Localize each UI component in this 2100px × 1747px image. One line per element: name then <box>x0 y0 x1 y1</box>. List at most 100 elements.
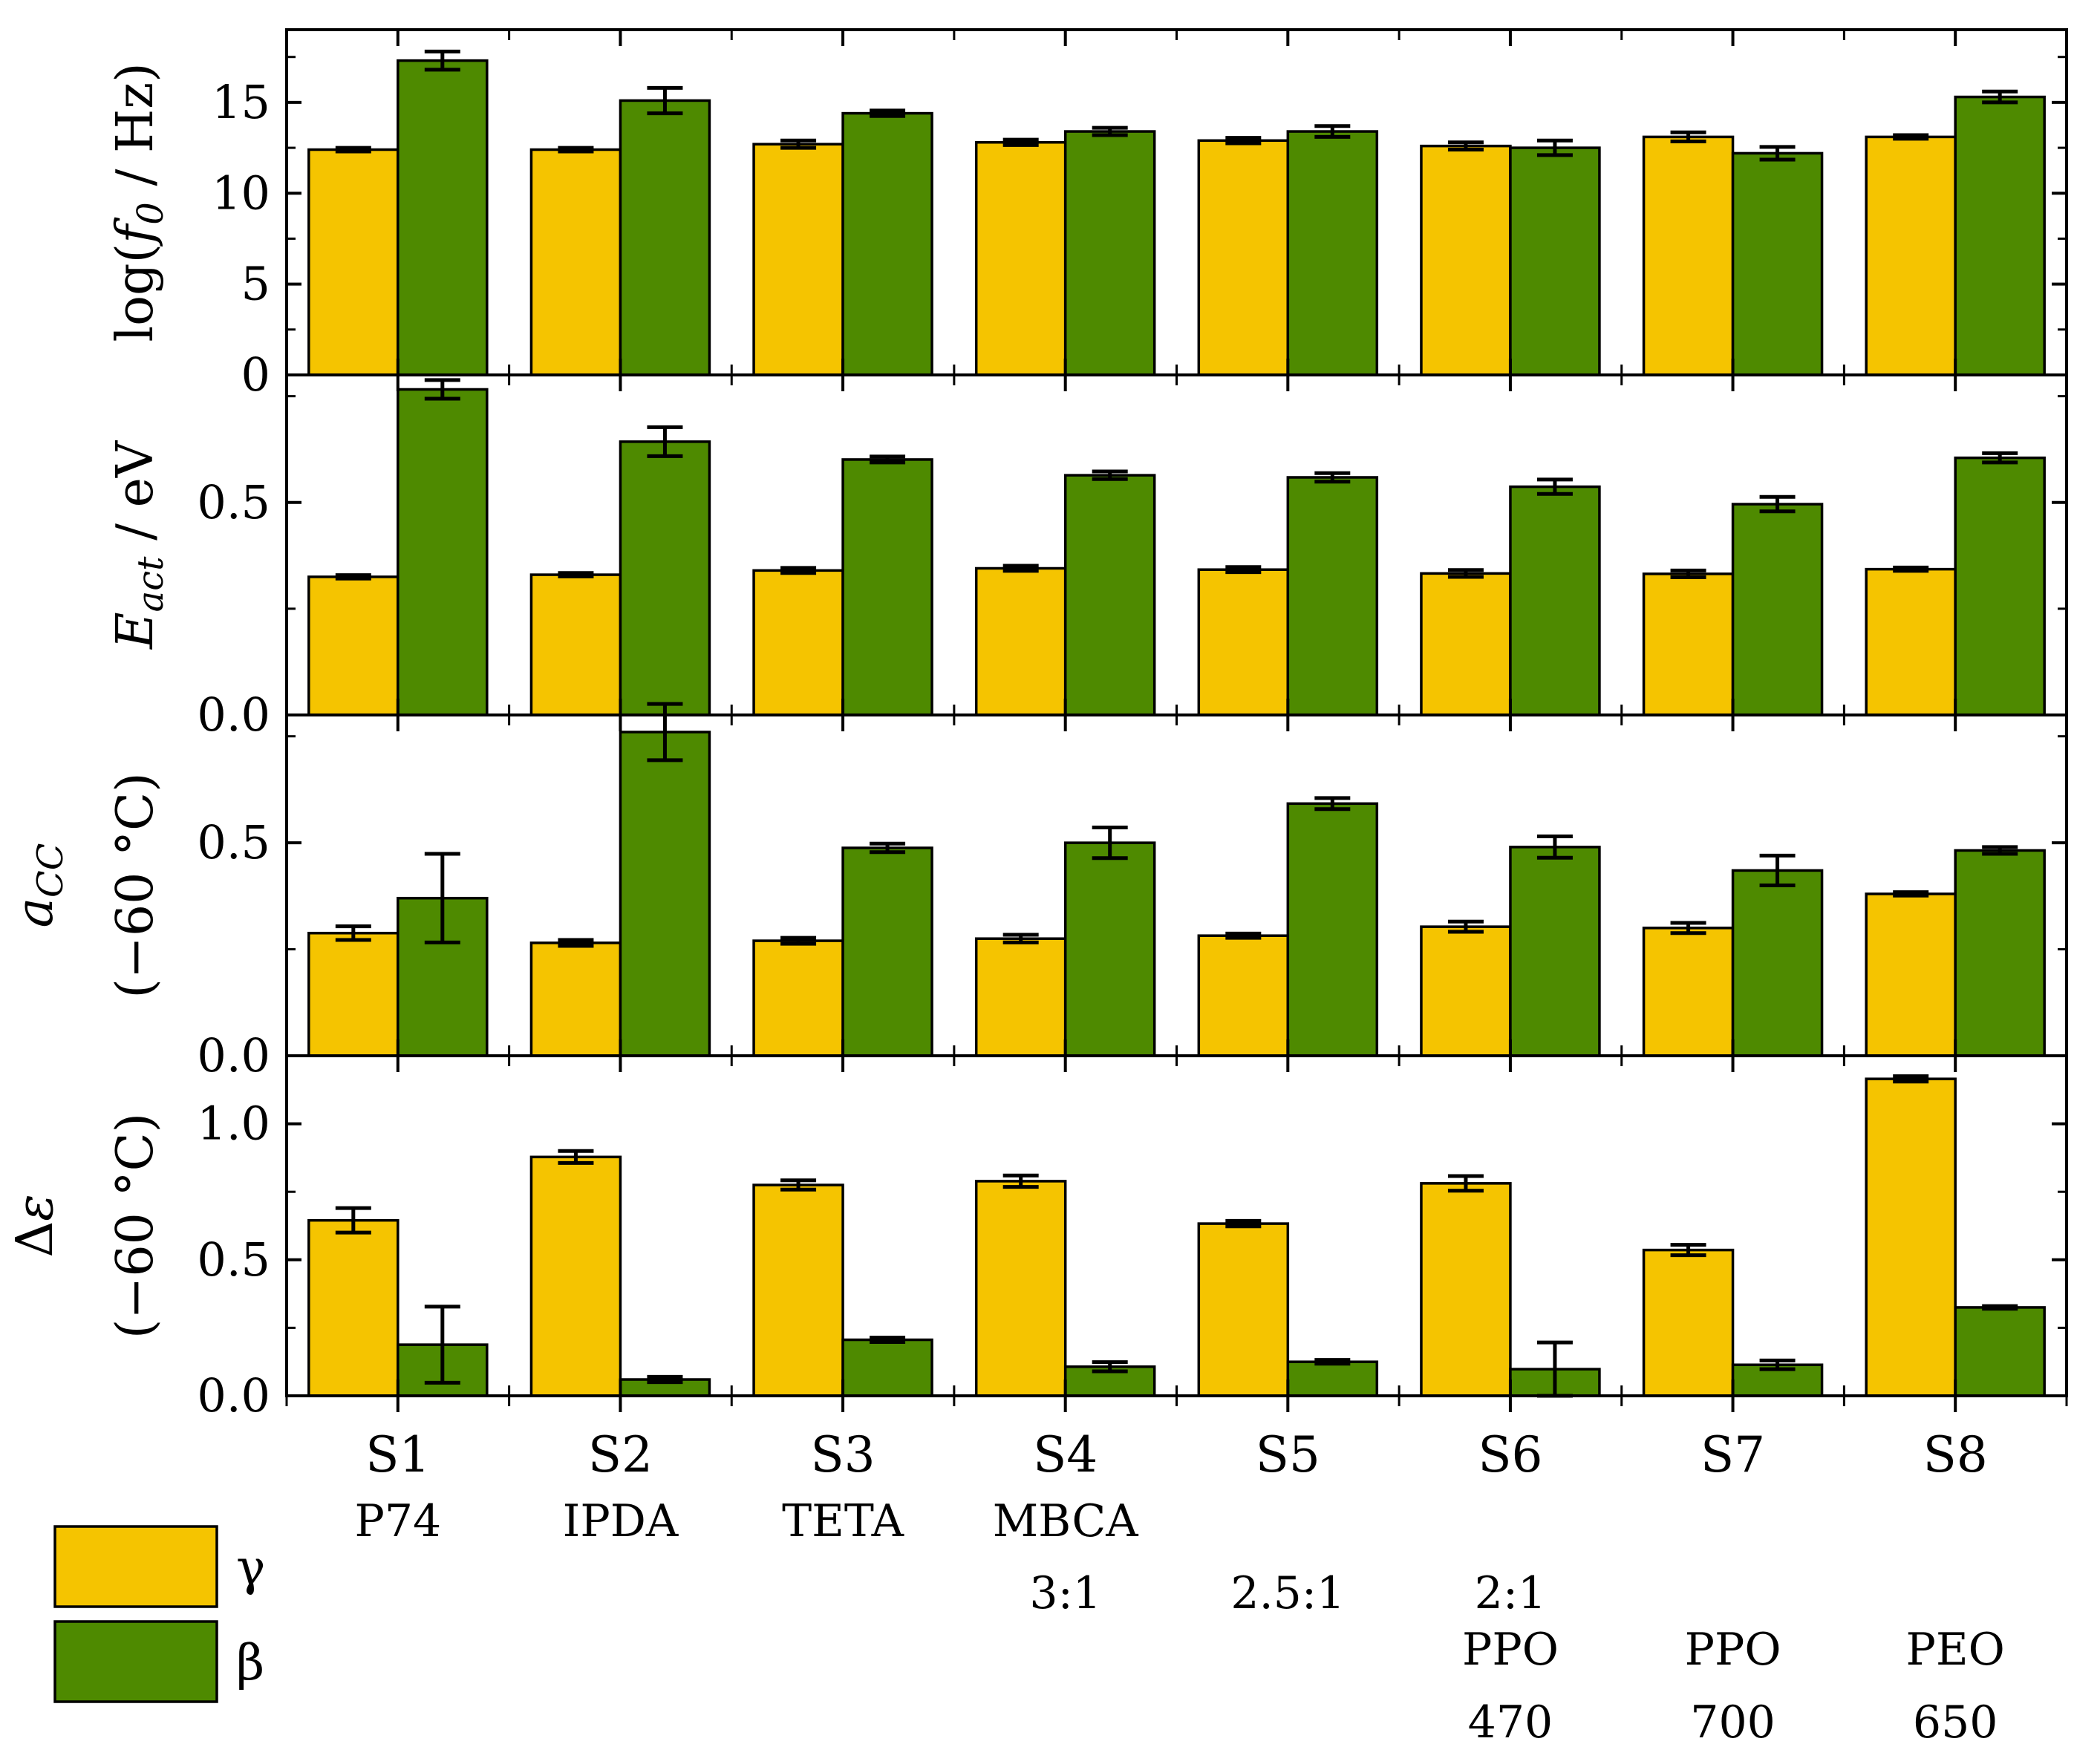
bar-delta-eps-S3-gamma <box>752 1183 844 1397</box>
bar-delta-eps-S1-gamma <box>307 1218 400 1397</box>
bar-log-f0-S5-beta <box>1286 130 1379 376</box>
ylabel-part-a-cc-1: CC <box>30 843 71 898</box>
xtick-label-S8: S8 <box>1923 1426 1988 1483</box>
bar-a-cc-S7-beta <box>1731 869 1824 1057</box>
sample-label-S3-0: TETA <box>782 1495 904 1547</box>
ytick-label-log-f0-0: 0 <box>241 347 270 402</box>
bar-a-cc-S1-gamma <box>307 932 400 1057</box>
bar-e-act-S7-beta <box>1731 503 1824 716</box>
ytick-label-delta-eps-2: 1.0 <box>197 1097 270 1151</box>
ytick-label-a-cc-0: 0.0 <box>197 1028 270 1083</box>
xtick-label-S1: S1 <box>365 1426 430 1483</box>
bar-log-f0-S8-gamma <box>1865 135 1957 376</box>
bar-a-cc-S5-gamma <box>1197 934 1290 1057</box>
ylabel-delta-eps: Δε <box>6 1194 65 1258</box>
bar-delta-eps-S7-gamma <box>1642 1248 1735 1397</box>
ylabel-part-a-cc-0: a <box>6 898 65 928</box>
bar-e-act-S8-gamma <box>1865 567 1957 716</box>
panel-a-cc: 0.0 0.5 aCC (−60 °C) <box>6 702 2068 1083</box>
bar-log-f0-S7-beta <box>1731 151 1824 376</box>
bar-e-act-S5-beta <box>1286 476 1379 716</box>
bar-a-cc-S4-gamma <box>974 937 1067 1057</box>
bar-e-act-S4-beta <box>1063 474 1156 716</box>
bar-log-f0-S4-beta <box>1063 130 1156 376</box>
bar-delta-eps-S8-gamma <box>1865 1077 1957 1397</box>
ylabel-part-log-f0-2: 0 <box>130 202 172 225</box>
ytick-label-log-f0-3: 15 <box>212 75 270 129</box>
bar-delta-eps-S5-gamma <box>1197 1222 1290 1397</box>
bar-a-cc-S3-beta <box>841 846 933 1057</box>
xtick-label-S3: S3 <box>810 1426 875 1483</box>
ylabel-part-e-act-0: E <box>106 612 165 650</box>
bar-log-f0-S3-gamma <box>752 143 844 376</box>
sample-label-S2-0: IPDA <box>563 1495 679 1547</box>
legend-label-gamma: γ <box>236 1539 265 1596</box>
xtick-label-S6: S6 <box>1478 1426 1542 1483</box>
sample-label-S1-0: P74 <box>354 1495 441 1547</box>
bar-a-cc-S2-beta <box>619 731 711 1057</box>
ylabel-log-f0: log(f0 / Hz) <box>106 62 172 342</box>
ylabel-part-delta-eps-1: ε <box>6 1194 65 1221</box>
legend-label-beta: β <box>236 1634 264 1691</box>
ylabel-part-e-act-1: act <box>130 556 172 613</box>
bar-a-cc-S8-beta <box>1954 849 2046 1057</box>
ytick-label-a-cc-1: 0.5 <box>197 815 270 869</box>
bar-delta-eps-S5-beta <box>1286 1360 1379 1397</box>
ytick-label-e-act-0: 0.0 <box>197 688 270 742</box>
ylabel-part-log-f0-3: / Hz) <box>106 62 165 202</box>
bar-delta-eps-S2-gamma <box>529 1155 622 1397</box>
sample-label-S6-0: 2:1 <box>1475 1567 1547 1619</box>
ylabel-part-e-act-2: / eV <box>106 440 165 556</box>
ylabel-e-act: Eact / eV <box>106 440 172 650</box>
bar-a-cc-S6-gamma <box>1420 925 1512 1057</box>
bar-log-f0-S3-beta <box>841 111 933 376</box>
panel-delta-eps: 0.0 0.5 1.0 Δε (−60 °C) <box>6 1054 2068 1423</box>
bar-log-f0-S2-gamma <box>529 148 622 376</box>
bar-delta-eps-S3-beta <box>841 1338 933 1397</box>
bar-a-cc-S4-beta <box>1063 841 1156 1057</box>
bar-e-act-S6-gamma <box>1420 572 1512 716</box>
sample-label-S4-1: 3:1 <box>1029 1567 1101 1619</box>
sample-label-S7-0: PPO <box>1685 1624 1781 1676</box>
legend: γβ <box>53 1525 265 1703</box>
bar-e-act-S5-gamma <box>1197 568 1290 716</box>
ylabel-a-cc: aCC <box>6 843 71 928</box>
sample-label-S6-2: 470 <box>1468 1697 1553 1747</box>
bar-log-f0-S5-gamma <box>1197 139 1290 376</box>
bar-a-cc-S7-gamma <box>1642 927 1735 1057</box>
sample-label-S7-1: 700 <box>1690 1697 1775 1747</box>
ylabel-line2-delta-eps: (−60 °C) <box>106 1113 165 1339</box>
bar-log-f0-S2-beta <box>619 99 711 376</box>
ytick-label-delta-eps-1: 0.5 <box>197 1232 270 1287</box>
bar-e-act-S3-beta <box>841 458 933 716</box>
bar-log-f0-S1-beta <box>397 59 489 376</box>
sample-label-S8-1: 650 <box>1913 1697 1998 1747</box>
ytick-label-delta-eps-0: 0.0 <box>197 1368 270 1423</box>
bar-delta-eps-S8-beta <box>1954 1306 2046 1397</box>
ytick-label-log-f0-1: 5 <box>241 257 270 311</box>
bar-delta-eps-S4-gamma <box>974 1180 1067 1397</box>
bar-a-cc-S2-gamma <box>529 941 622 1057</box>
bar-e-act-S3-gamma <box>752 569 844 716</box>
ylabel-part-log-f0-0: log( <box>106 244 165 342</box>
bar-log-f0-S6-beta <box>1509 146 1601 376</box>
bar-log-f0-S1-gamma <box>307 148 400 376</box>
bar-e-act-S8-beta <box>1954 456 2046 716</box>
bar-log-f0-S8-beta <box>1954 95 2046 376</box>
bar-e-act-S6-beta <box>1509 485 1601 716</box>
legend-swatch-gamma <box>53 1525 218 1608</box>
bar-e-act-S2-gamma <box>529 573 622 716</box>
bar-a-cc-S6-beta <box>1509 846 1601 1057</box>
bar-delta-eps-S6-gamma <box>1420 1182 1512 1397</box>
bar-log-f0-S6-gamma <box>1420 144 1512 376</box>
legend-swatch-beta <box>53 1620 218 1703</box>
sample-label-S6-1: PPO <box>1462 1624 1559 1676</box>
xtick-label-S5: S5 <box>1256 1426 1320 1483</box>
ylabel-part-delta-eps-0: Δ <box>6 1221 65 1258</box>
bar-a-cc-S3-gamma <box>752 939 844 1057</box>
bar-e-act-S1-beta <box>397 388 489 716</box>
xtick-label-S7: S7 <box>1700 1426 1765 1483</box>
bar-log-f0-S4-gamma <box>974 140 1067 376</box>
panel-e-act: 0.0 0.5 Eact / eV <box>106 373 2068 742</box>
